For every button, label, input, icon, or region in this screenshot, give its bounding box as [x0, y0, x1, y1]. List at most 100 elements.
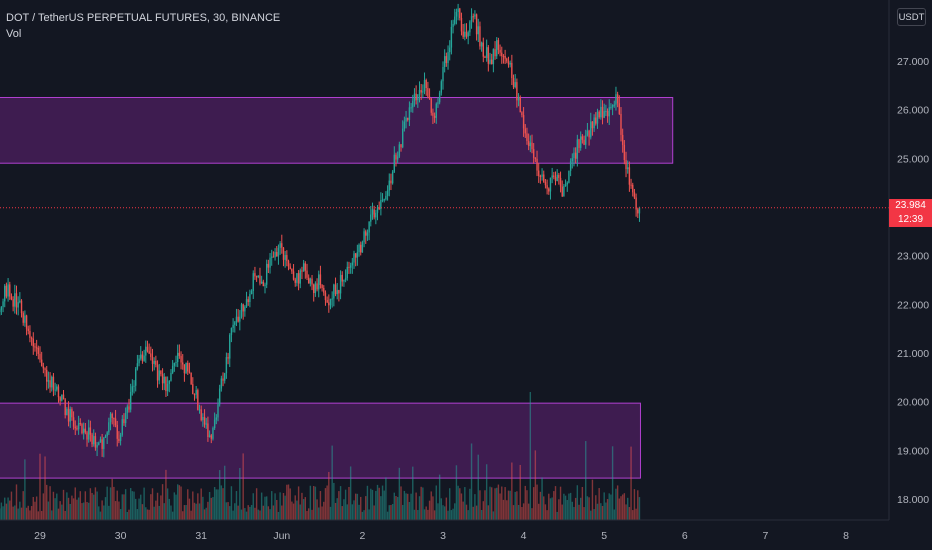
volume-bar — [328, 471, 330, 520]
volume-bar — [188, 498, 191, 520]
candle — [606, 108, 609, 123]
candle — [539, 174, 542, 184]
volume-bar — [543, 496, 545, 520]
candle — [254, 266, 256, 280]
candle — [205, 418, 207, 429]
candle — [553, 171, 555, 180]
volume-bar — [282, 492, 285, 520]
candle — [56, 384, 58, 392]
candle — [386, 185, 389, 201]
candle — [176, 344, 179, 368]
candle — [61, 394, 63, 402]
candle — [618, 95, 621, 116]
candle — [408, 101, 411, 127]
currency-button[interactable]: USDT — [897, 8, 926, 26]
candle — [67, 401, 70, 427]
volume-bar — [521, 506, 523, 520]
volume-bar — [497, 484, 500, 520]
volume-bar — [511, 462, 513, 520]
volume-bar — [413, 509, 416, 520]
candle — [529, 135, 532, 153]
price-scale[interactable]: 27.00026.00025.00024.00023.00022.00021.0… — [897, 56, 929, 506]
volume-bar — [343, 499, 345, 520]
candle — [140, 346, 142, 361]
candle — [5, 282, 8, 299]
candle — [309, 277, 312, 287]
volume-bar — [449, 488, 451, 520]
candle — [249, 289, 251, 308]
support-resistance-zone-1[interactable] — [0, 97, 674, 164]
volume-bar — [454, 503, 456, 520]
candle — [507, 56, 510, 68]
candle — [531, 134, 533, 154]
symbol-title[interactable]: DOT / TetherUS PERPETUAL FUTURES, 30, BI… — [6, 12, 281, 24]
candle — [496, 37, 498, 60]
volume-bar — [314, 486, 317, 520]
volume-bar — [316, 499, 318, 520]
volume-bar — [506, 500, 508, 520]
candle — [442, 61, 444, 90]
candle — [435, 102, 437, 124]
volume-bar — [326, 485, 328, 520]
volume-bar — [230, 486, 233, 520]
candle — [395, 152, 397, 167]
volume-bar — [386, 511, 389, 520]
candle — [637, 207, 639, 219]
volume-bar — [365, 496, 367, 520]
candle — [422, 84, 424, 99]
candle — [590, 112, 592, 140]
price-tick-label: 20.000 — [897, 397, 929, 409]
candle — [250, 289, 253, 295]
candle — [346, 261, 348, 281]
volume-bar — [418, 496, 421, 520]
candle — [333, 283, 335, 307]
time-tick-label: 30 — [115, 530, 127, 542]
time-tick-label: 3 — [440, 530, 446, 542]
candle — [124, 407, 127, 427]
volume-indicator-label[interactable]: Vol — [6, 28, 22, 40]
volume-bar — [178, 485, 181, 520]
volume-bar — [368, 509, 370, 520]
volume-bar — [151, 488, 154, 520]
volume-bar — [299, 504, 301, 520]
candle — [511, 54, 513, 86]
volume-bar — [259, 510, 261, 520]
candle — [265, 259, 268, 289]
volume-bar — [529, 392, 532, 520]
volume-bar — [442, 505, 444, 520]
candle — [559, 171, 562, 193]
volume-bar — [160, 495, 162, 520]
candle — [368, 221, 370, 241]
volume-bar — [459, 488, 461, 520]
volume-bar — [74, 487, 76, 520]
volume-bar — [27, 505, 29, 520]
candle — [187, 360, 189, 375]
candle — [410, 103, 412, 113]
candle — [375, 209, 377, 225]
candle — [538, 162, 540, 183]
volume-bar — [302, 499, 305, 520]
volume-bar — [217, 489, 219, 520]
candle — [621, 128, 624, 153]
volume-bar — [247, 505, 249, 520]
volume-bar — [128, 509, 130, 520]
time-scale[interactable]: 29 30 31 Jun 2 3 4 5 6 7 8 — [34, 530, 849, 542]
volume-bar — [596, 503, 599, 520]
volume-bar — [573, 506, 575, 520]
candle — [145, 340, 147, 363]
volume-bar — [408, 502, 411, 520]
volume-bar — [187, 489, 189, 520]
volume-bar — [373, 505, 375, 520]
volume-bar — [89, 488, 92, 520]
volume-bar — [5, 503, 8, 520]
candle — [497, 37, 500, 55]
volume-bar — [82, 502, 85, 520]
volume-bar — [9, 500, 11, 520]
candle — [460, 12, 463, 36]
candle — [304, 261, 307, 279]
volume-bar — [601, 505, 604, 520]
candle — [376, 204, 379, 221]
candle — [349, 262, 352, 274]
